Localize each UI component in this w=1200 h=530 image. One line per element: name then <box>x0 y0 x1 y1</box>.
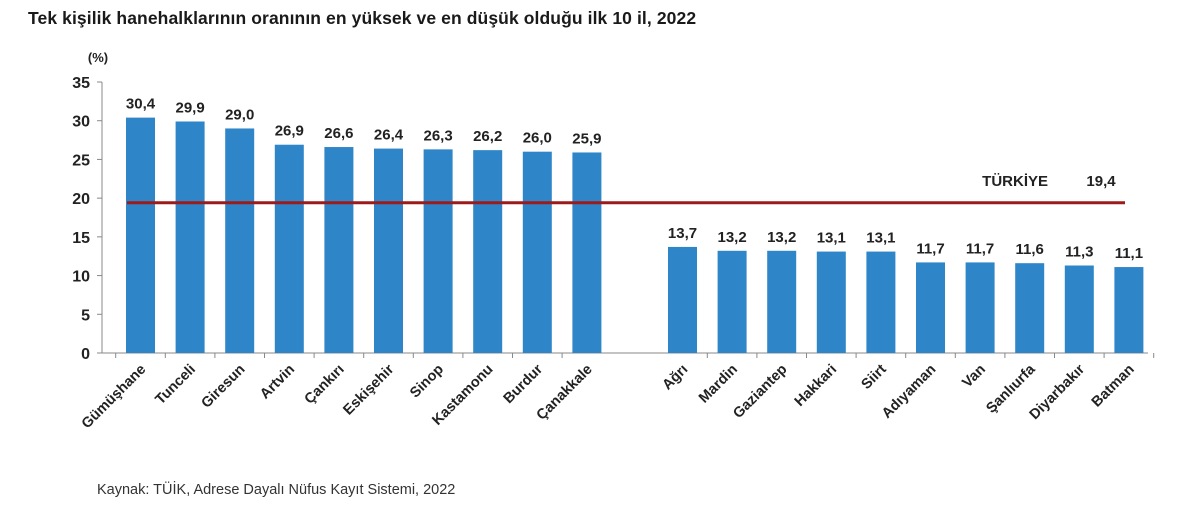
bar-value-label: 29,0 <box>225 106 254 123</box>
x-category-label: Siirt <box>858 361 889 392</box>
bar <box>572 152 602 353</box>
bar-value-label: 25,9 <box>572 130 601 147</box>
y-tick-label: 30 <box>72 114 90 131</box>
y-tick-label: 15 <box>72 230 90 247</box>
x-category-label: Van <box>959 362 989 392</box>
x-category-label: Mardin <box>696 362 741 407</box>
bar <box>1064 265 1094 353</box>
bar-value-label: 26,9 <box>275 123 304 140</box>
y-tick-label: 35 <box>72 75 90 92</box>
bar <box>965 262 995 353</box>
bar <box>717 250 747 353</box>
bar-value-label: 13,7 <box>668 225 697 242</box>
source-note: Kaynak: TÜİK, Adrese Dayalı Nüfus Kayıt … <box>97 482 456 498</box>
x-category-label: Artvin <box>257 362 298 403</box>
bar-value-label: 11,7 <box>966 240 994 257</box>
bar-value-label: 11,1 <box>1115 245 1143 262</box>
x-category-label: Tunceli <box>152 362 198 408</box>
bar <box>225 128 255 353</box>
bar-value-label: 13,2 <box>767 229 796 246</box>
bar-value-label: 11,6 <box>1016 241 1044 258</box>
bar <box>916 262 945 353</box>
reference-line-value: 19,4 <box>1086 173 1116 190</box>
x-category-label: Ağrı <box>660 362 692 394</box>
y-tick-label: 20 <box>72 191 90 208</box>
bar-value-label: 13,1 <box>866 230 895 247</box>
bar <box>522 151 552 353</box>
x-category-label: Adıyaman <box>879 362 939 422</box>
bar <box>866 251 896 353</box>
bar <box>473 150 503 353</box>
x-category-label: Sinop <box>407 361 447 401</box>
y-tick-label: 0 <box>81 346 90 363</box>
bar <box>374 148 403 353</box>
chart-title: Tek kişilik hanehalklarının oranının en … <box>28 8 697 28</box>
bar <box>274 144 304 353</box>
bar-value-label: 26,6 <box>324 125 353 142</box>
bar-value-label: 26,0 <box>523 130 552 147</box>
y-axis-unit-label: (%) <box>88 50 108 65</box>
bar <box>324 147 354 353</box>
x-category-label: Eskişehir <box>340 361 397 418</box>
bar <box>1114 267 1144 353</box>
y-tick-label: 25 <box>72 152 90 169</box>
reference-line-name: TÜRKİYE <box>982 173 1048 190</box>
x-category-label: Burdur <box>501 361 547 407</box>
bar-value-label: 26,3 <box>423 127 452 144</box>
bar-value-label: 11,3 <box>1065 244 1093 261</box>
bar-value-label: 29,9 <box>175 99 204 116</box>
y-tick-label: 5 <box>81 307 90 324</box>
x-category-label: Gaziantep <box>730 361 790 421</box>
bar <box>816 251 846 353</box>
x-category-label: Çankırı <box>302 362 348 408</box>
bar-value-label: 26,4 <box>374 127 404 144</box>
bar <box>423 149 453 353</box>
bar <box>668 246 697 353</box>
bar <box>1015 263 1045 353</box>
bar <box>767 250 797 353</box>
y-tick-label: 10 <box>72 269 90 286</box>
bar-value-label: 13,1 <box>817 230 846 247</box>
x-category-label: Giresun <box>198 362 248 412</box>
bar-value-label: 30,4 <box>126 96 156 113</box>
x-category-label: Gümüşhane <box>79 362 150 433</box>
bar-value-label: 13,2 <box>717 229 746 246</box>
x-category-label: Batman <box>1089 362 1138 411</box>
bar-value-label: 26,2 <box>473 128 502 145</box>
bar <box>175 121 205 353</box>
bar-chart: 0 5 10 15 20 25 30 35 (%) 30,4 Gümüşhane 29,9 Tuncel… <box>72 50 1155 433</box>
bar <box>126 117 155 353</box>
x-category-label: Hakkari <box>792 362 840 410</box>
bar-value-label: 11,7 <box>916 240 944 257</box>
